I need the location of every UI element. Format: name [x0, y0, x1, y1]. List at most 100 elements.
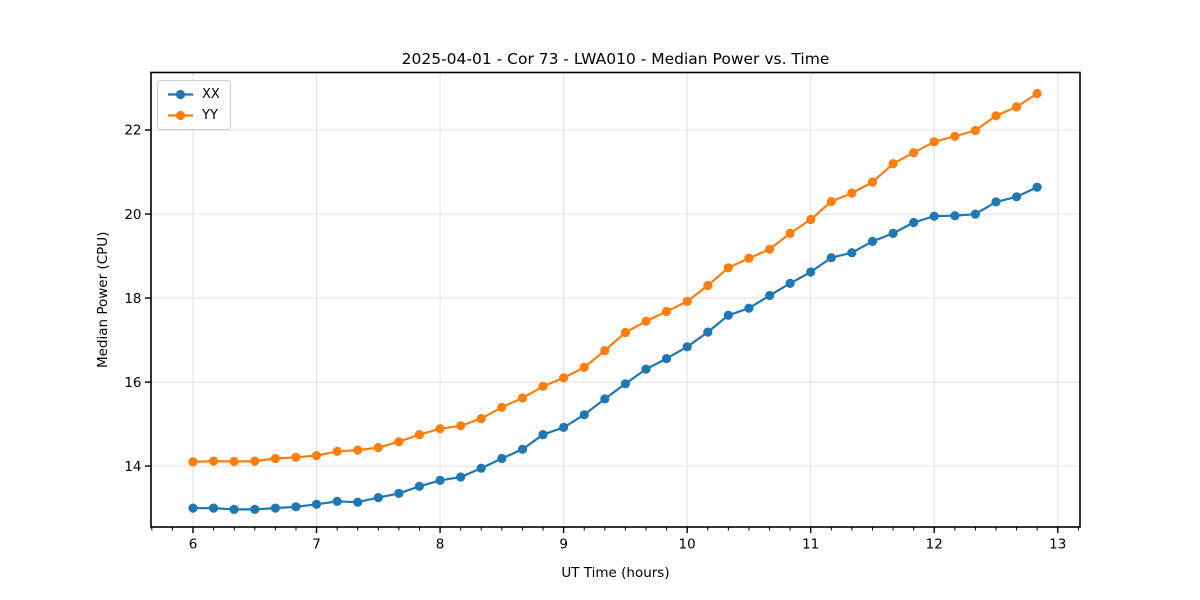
data-point [517, 444, 528, 454]
x-tick-label: 8 [436, 537, 445, 553]
data-point [950, 131, 960, 141]
data-point [229, 504, 239, 514]
x-tick-label: 7 [312, 537, 321, 553]
x-tick-label: 13 [1049, 537, 1066, 553]
x-tick-label: 6 [189, 537, 198, 553]
legend-row-xx: XX [158, 84, 230, 105]
series-yy-markers [188, 88, 1042, 467]
data-point [476, 463, 486, 473]
y-tick-label: 16 [124, 375, 141, 391]
data-point [888, 228, 898, 238]
y-tick-label: 22 [124, 123, 141, 139]
data-point [847, 248, 857, 258]
data-point [867, 236, 878, 246]
chart-title: 2025-04-01 - Cor 73 - LWA010 - Median Po… [402, 50, 830, 68]
data-point [785, 278, 795, 288]
data-point [661, 306, 672, 317]
data-point [909, 148, 919, 158]
data-point [476, 414, 486, 424]
data-point [703, 280, 713, 291]
data-point [311, 499, 322, 509]
data-point [353, 445, 363, 455]
data-point [929, 137, 939, 147]
y-tick-label: 18 [124, 291, 141, 307]
data-point [806, 214, 816, 225]
data-point [291, 502, 301, 512]
data-point [332, 446, 342, 456]
data-point [1032, 182, 1042, 192]
data-point [1032, 88, 1042, 99]
data-point [826, 196, 836, 207]
legend: XX YY [157, 80, 231, 130]
legend-label-yy: YY [202, 108, 218, 123]
data-point [620, 379, 631, 389]
data-point [188, 457, 198, 467]
x-tick-label: 12 [926, 537, 943, 553]
data-point [188, 503, 198, 513]
plot-border [150, 71, 1081, 528]
data-point [847, 188, 857, 198]
data-point [497, 402, 507, 412]
y-tick-label: 14 [124, 459, 141, 475]
data-point [950, 211, 960, 221]
series-layer [188, 88, 1042, 514]
data-point [250, 504, 260, 514]
data-point [703, 327, 713, 337]
data-point [723, 263, 733, 273]
data-point [270, 453, 280, 464]
data-point [270, 503, 280, 513]
data-point [373, 493, 383, 503]
data-point [909, 217, 919, 228]
data-point [353, 497, 363, 507]
data-point [641, 364, 651, 374]
series-xx-line [193, 186, 1038, 511]
legend-row-yy: YY [158, 105, 230, 126]
data-point [579, 362, 589, 372]
x-tick-label: 10 [679, 537, 696, 553]
data-point [826, 253, 836, 263]
line-marker-swatch-icon [168, 110, 193, 121]
x-tick-label: 9 [559, 537, 568, 553]
data-point [600, 346, 610, 356]
data-point [373, 443, 383, 453]
data-point [559, 422, 569, 432]
data-point [991, 197, 1001, 207]
data-point [991, 111, 1001, 121]
x-axis-label: UT Time (hours) [561, 565, 669, 581]
data-point [229, 456, 239, 467]
data-point [765, 244, 775, 254]
data-point [209, 456, 219, 466]
y-tick-label: 20 [124, 207, 141, 223]
data-point [291, 452, 301, 462]
grid-layer [151, 72, 1080, 527]
x-tick-label: 11 [802, 537, 819, 553]
data-point [456, 472, 466, 482]
data-point [806, 267, 816, 277]
data-point [414, 430, 424, 440]
data-point [744, 303, 754, 313]
data-point [785, 228, 795, 238]
legend-label-xx: XX [202, 87, 220, 102]
data-point [250, 456, 260, 466]
data-point [332, 496, 342, 506]
data-point [867, 177, 878, 187]
data-point [723, 310, 733, 320]
data-point [538, 430, 548, 440]
data-point [394, 437, 404, 447]
data-point [517, 393, 528, 403]
y-axis-label: Median Power (CPU) [95, 232, 111, 368]
data-point [456, 421, 466, 431]
data-point [209, 503, 219, 513]
data-point [394, 488, 404, 498]
data-point [620, 327, 631, 338]
data-point [661, 354, 672, 364]
data-point [435, 475, 445, 485]
data-point [538, 381, 548, 391]
axis-layer: 6 7 8 9 10 11 12 13 14 16 18 20 22 [124, 71, 1081, 553]
data-point [559, 373, 569, 383]
data-point [641, 316, 651, 326]
data-point [682, 342, 692, 352]
series-xx-markers [188, 182, 1042, 514]
